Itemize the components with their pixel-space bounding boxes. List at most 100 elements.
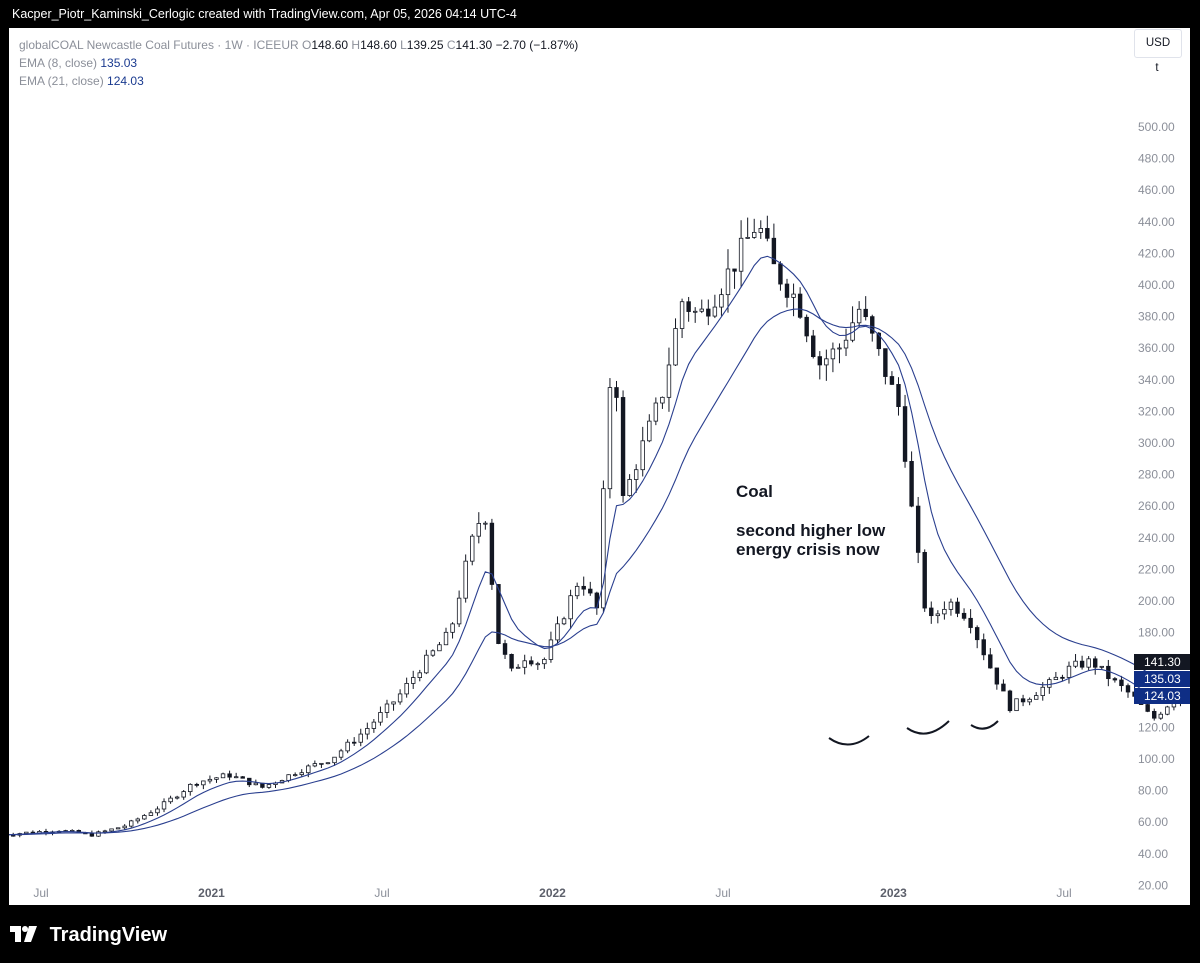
candle-body [1040, 686, 1045, 696]
currency-selector[interactable]: USD [1134, 29, 1182, 58]
low-label: L [400, 38, 407, 52]
candle-body [896, 384, 901, 408]
candle-body [784, 283, 790, 298]
ema8-price-tag: 135.03 [1134, 671, 1190, 687]
candle-body [483, 522, 488, 525]
y-tick-label: 260.00 [1138, 499, 1175, 513]
candle-body [102, 830, 108, 833]
candle-body [122, 825, 127, 829]
candle-body [699, 308, 704, 312]
candle-body [640, 440, 645, 471]
candle-body [968, 617, 973, 628]
candle-body [719, 294, 724, 308]
candle-body [981, 639, 986, 656]
y-tick-label: 360.00 [1138, 341, 1175, 355]
candle-body [240, 776, 245, 779]
price-chart[interactable]: 20.0040.0060.0080.00100.00120.00140.0016… [9, 28, 1190, 905]
candle-body [686, 301, 691, 312]
high-value: 148.60 [360, 38, 397, 52]
candle-body [378, 712, 383, 723]
candle-body [522, 660, 527, 668]
candle-body [535, 663, 541, 666]
ema21-legend-row[interactable]: EMA (21, close) 124.03 [19, 72, 578, 90]
candle-body [1119, 679, 1124, 687]
candle-body [443, 631, 449, 646]
candle-body [883, 348, 888, 377]
candle-body [870, 316, 875, 334]
candle-body [942, 608, 947, 615]
candle-body [588, 588, 593, 594]
candle-body [529, 660, 534, 665]
ema8-legend-row[interactable]: EMA (8, close) 135.03 [19, 54, 578, 72]
candle-body [679, 301, 685, 329]
candle-body [424, 654, 429, 674]
candle-body [1093, 658, 1098, 668]
candle-body [706, 308, 711, 317]
candle-body [915, 505, 921, 553]
y-tick-label: 320.00 [1138, 404, 1175, 418]
candle-body [345, 741, 350, 752]
candle-body [955, 601, 960, 614]
candle-body [463, 560, 468, 599]
y-tick-label: 380.00 [1138, 310, 1175, 324]
candle-body [227, 773, 232, 778]
candle-body [1112, 678, 1118, 681]
candle-body [306, 765, 311, 774]
candle-body [1158, 713, 1163, 719]
candle-body [135, 818, 140, 822]
x-tick-label: Jul [715, 886, 730, 900]
candle-body [988, 654, 993, 669]
candle-body [371, 721, 377, 729]
candle-body [568, 595, 573, 620]
candle-body [1079, 660, 1085, 668]
candle-body [476, 523, 481, 537]
candle-body [417, 672, 422, 678]
unit-label[interactable]: t [1155, 62, 1159, 74]
candle-body [1047, 679, 1052, 688]
candle-body [384, 703, 390, 713]
candle-body [738, 237, 744, 272]
y-tick-label: 80.00 [1138, 784, 1168, 798]
chart-panel[interactable]: 20.0040.0060.0080.00100.00120.00140.0016… [9, 28, 1190, 905]
candle-body [299, 772, 304, 776]
candle-body [188, 783, 193, 793]
tradingview-logo-icon [10, 923, 38, 949]
candle-body [922, 551, 927, 609]
candle-body [515, 666, 521, 669]
x-tick-label: 2021 [198, 886, 225, 900]
candle-body [758, 228, 763, 233]
candle-body [404, 683, 409, 695]
candle-body [1033, 695, 1039, 700]
x-tick-label: Jul [374, 886, 389, 900]
candle-body [437, 644, 442, 652]
candle-body [489, 522, 495, 585]
candle-body [1066, 665, 1072, 678]
ema8-label: EMA (8, close) [19, 56, 98, 70]
x-tick-label: 2022 [539, 886, 566, 900]
y-tick-label: 240.00 [1138, 531, 1175, 545]
y-tick-label: 60.00 [1138, 815, 1168, 829]
candle-body [1145, 704, 1150, 712]
x-tick-label: Jul [33, 886, 48, 900]
chart-legend: globalCOAL Newcastle Coal Futures · 1W ·… [19, 36, 578, 90]
candle-body [325, 762, 331, 765]
candle-body [902, 406, 908, 462]
tradingview-brand[interactable]: TradingView [10, 922, 167, 948]
candle-body [732, 268, 737, 272]
candle-body [509, 653, 514, 669]
candle-body [804, 316, 809, 337]
candle-body [115, 827, 121, 830]
x-tick-label: 2023 [880, 886, 907, 900]
higher-low-arc-3 [970, 720, 999, 730]
candle-body [397, 693, 403, 703]
candle-body [496, 584, 501, 644]
candle-body [266, 784, 272, 788]
candle-body [817, 356, 822, 366]
candle-body [233, 776, 239, 779]
candle-body [10, 834, 16, 837]
high-label: H [351, 38, 361, 52]
low-value: 139.25 [406, 38, 444, 52]
candle-body [312, 763, 318, 767]
candle-body [391, 701, 396, 705]
ohlc-row: globalCOAL Newcastle Coal Futures · 1W ·… [19, 36, 578, 54]
